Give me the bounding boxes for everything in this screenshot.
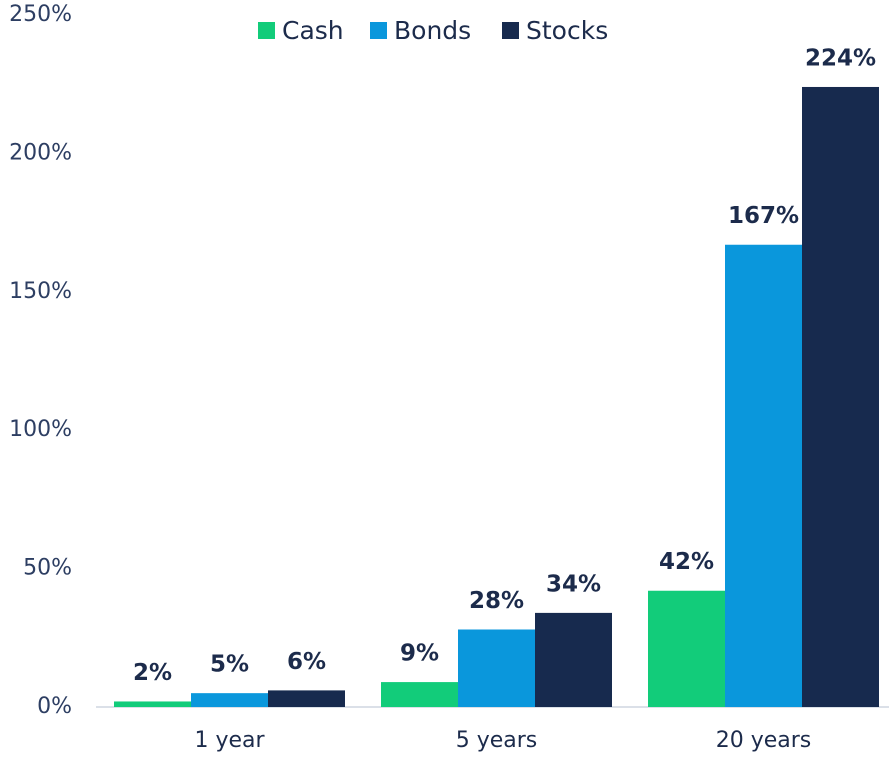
value-label: 9% (400, 641, 439, 667)
bar (458, 629, 535, 707)
value-label: 2% (133, 660, 172, 686)
bar (268, 690, 345, 707)
bar (725, 244, 802, 707)
bar (648, 590, 725, 707)
y-tick-label: 150% (9, 279, 72, 304)
value-label: 224% (805, 45, 876, 71)
x-tick-label: 20 years (716, 728, 812, 753)
bar (381, 682, 458, 707)
x-tick-label: 1 year (194, 728, 265, 753)
value-label: 28% (469, 588, 524, 614)
legend-label: Bonds (394, 16, 471, 45)
y-tick-label: 200% (9, 140, 72, 165)
bar (802, 86, 879, 707)
y-tick-label: 0% (37, 694, 72, 719)
value-label: 42% (659, 549, 714, 575)
value-label: 6% (287, 649, 326, 675)
legend-swatch (370, 22, 387, 39)
x-tick-label: 5 years (456, 728, 538, 753)
y-tick-label: 50% (23, 556, 72, 581)
y-tick-label: 250% (9, 2, 72, 27)
bar (191, 693, 268, 707)
bar (535, 612, 612, 707)
legend-label: Stocks (526, 16, 608, 45)
legend-label: Cash (282, 16, 344, 45)
value-label: 5% (210, 652, 249, 678)
value-label: 34% (546, 571, 601, 597)
legend-swatch (502, 22, 519, 39)
value-label: 167% (728, 203, 799, 229)
legend-swatch (258, 22, 275, 39)
y-tick-label: 100% (9, 417, 72, 442)
bar (114, 701, 191, 707)
